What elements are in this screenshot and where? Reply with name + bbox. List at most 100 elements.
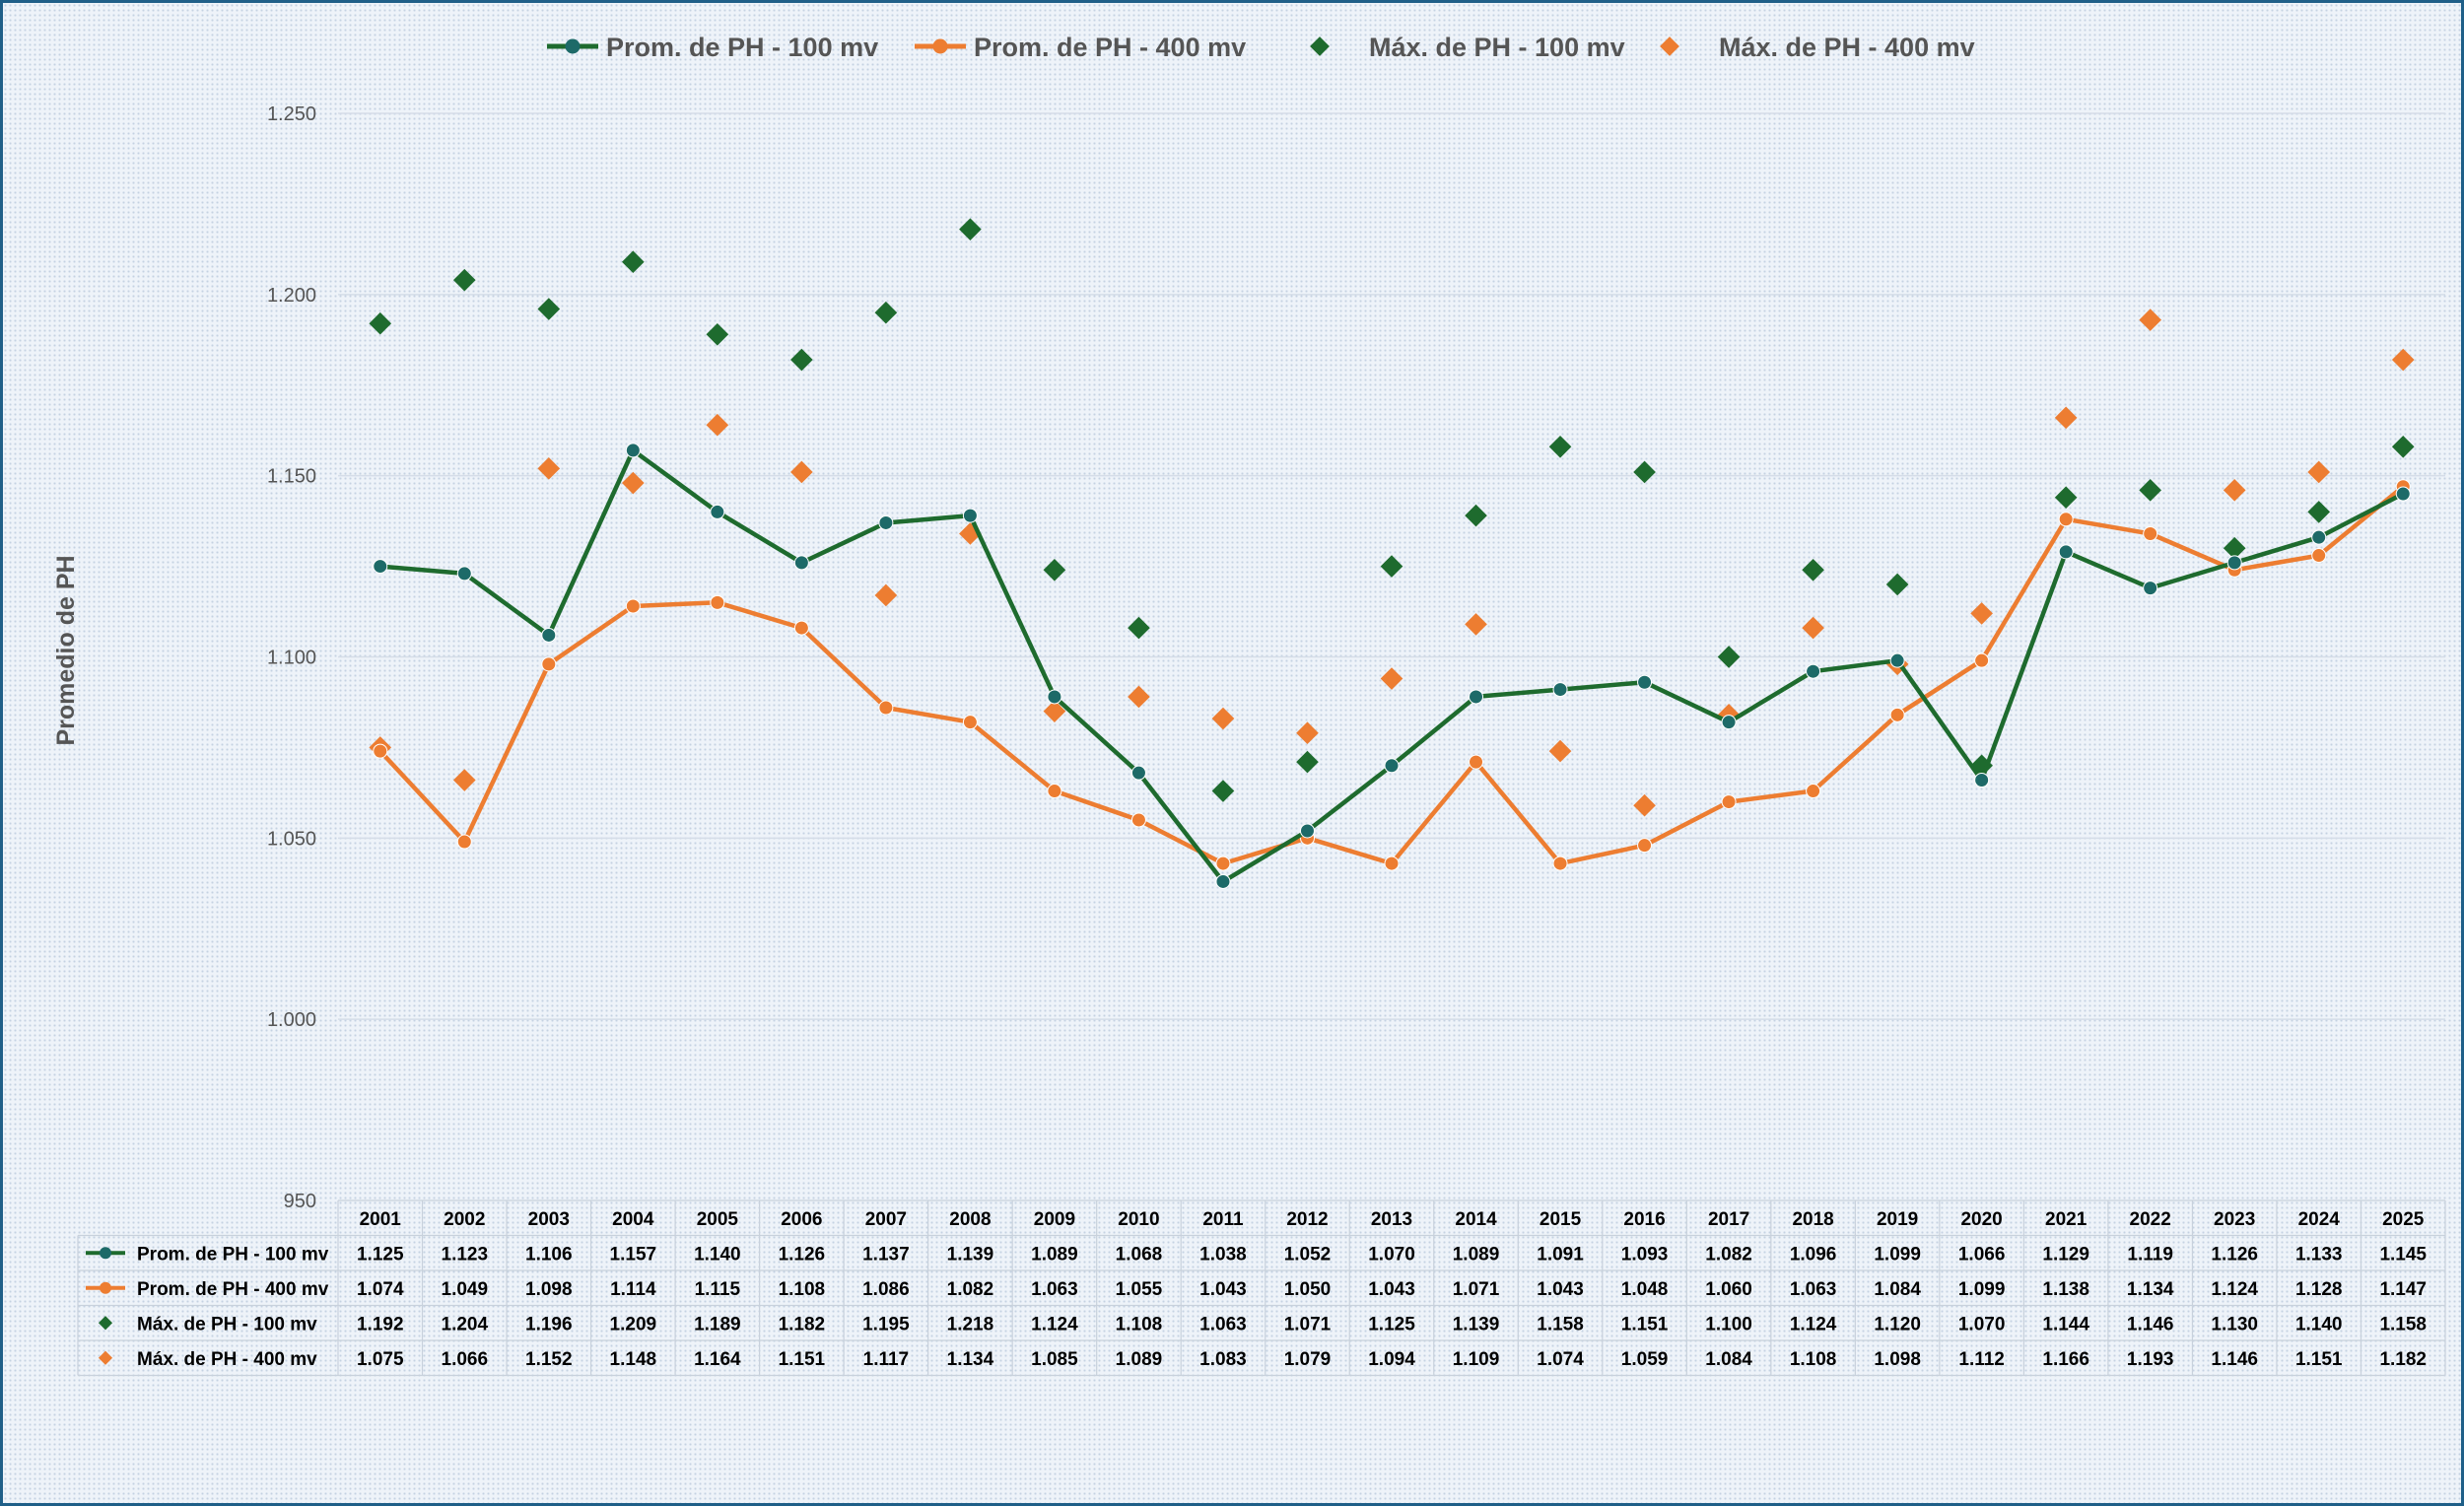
row-series-name: Prom. de PH - 100 mv [137,1244,329,1265]
table-cell: 1.146 [2127,1314,2174,1335]
y-tick-label: 1.000 [267,1009,316,1031]
category-label: 2004 [612,1209,654,1230]
data-point [1128,685,1150,709]
category-label: 2003 [528,1209,570,1230]
table-cell: 1.089 [1453,1244,1500,1265]
table-cell: 1.164 [694,1349,741,1370]
table-cell: 1.158 [1537,1314,1584,1335]
data-point [2054,486,2078,510]
data-point [1128,616,1150,640]
table-cell: 1.089 [1116,1349,1163,1370]
table-cell: 1.134 [2127,1279,2174,1300]
table-cell: 1.071 [1284,1314,1332,1335]
data-point [1889,652,1905,668]
y-axis-ticks: 1.250 1.200 1.150 1.100 1.050 1.000 950 [267,103,316,1212]
table-cell: 1.108 [1790,1349,1837,1370]
data-point [1043,558,1066,582]
data-point [1889,707,1905,722]
table-cell: 1.043 [1537,1279,1584,1300]
data-point [369,311,392,335]
table-cell: 1.074 [357,1279,404,1300]
data-point [625,443,641,458]
table-cell: 1.074 [1537,1349,1584,1370]
data-point [622,471,645,495]
data-point [1802,558,1824,582]
category-label: 2005 [697,1209,739,1230]
table-cell: 1.129 [2042,1244,2089,1265]
legend-marker [932,38,948,54]
chart-svg: 1.250 1.200 1.150 1.100 1.050 1.000 950 Promed… [52,33,2446,1377]
data-point [1637,674,1653,690]
data-point [2311,548,2327,564]
table-cell: 1.125 [1368,1314,1415,1335]
y-tick-label: 1.150 [267,466,316,488]
data-point [456,834,472,850]
legend-marker [565,38,581,54]
data-point [537,456,561,480]
data-point [1637,838,1653,854]
table-cell: 1.099 [1958,1279,2006,1300]
data-point [962,715,978,730]
table-cell: 1.075 [357,1349,404,1370]
table-cell: 1.093 [1621,1244,1669,1265]
data-point [452,769,476,791]
table-cell: 1.148 [610,1349,657,1370]
data-table: 2001 2002 2003 2004 2005 2006 2007 2008 2009 2010… [77,1199,2446,1377]
category-label: 2010 [1118,1209,1159,1230]
legend-label: Prom. de PH - 400 mv [974,33,1246,62]
y-axis-title: Promedio de PH [52,555,80,745]
category-label: 2020 [1960,1209,2002,1230]
data-point [710,504,725,519]
category-label: 2021 [2045,1209,2088,1230]
table-cell: 1.123 [442,1244,489,1265]
table-cell: 1.079 [1284,1349,1332,1370]
table-cell: 1.098 [525,1279,573,1300]
data-point [1465,613,1487,636]
table-cell: 1.066 [442,1349,489,1370]
category-label: 2024 [2298,1209,2341,1230]
data-point [706,322,729,346]
table-cell: 1.138 [2042,1279,2089,1300]
table-cell: 1.209 [610,1314,657,1335]
table-cell: 1.137 [862,1244,910,1265]
data-point [2058,512,2074,527]
table-cell: 1.196 [525,1314,573,1335]
category-label: 2013 [1371,1209,1412,1230]
table-cell: 1.084 [1874,1279,1921,1300]
category-label: 2001 [360,1209,402,1230]
table-cell: 1.043 [1368,1279,1415,1300]
table-cell: 1.195 [862,1314,910,1335]
data-point [706,413,729,437]
data-point [2054,406,2078,430]
y-tick-label: 1.050 [267,828,316,850]
table-cell: 1.151 [2295,1349,2343,1370]
data-point [2395,486,2411,502]
table-cell: 1.204 [442,1314,489,1335]
table-cell: 1.139 [1453,1314,1500,1335]
row-series-name: Máx. de PH - 400 mv [137,1349,317,1370]
table-cell: 1.166 [2042,1349,2089,1370]
table-cell: 1.086 [862,1279,910,1300]
row-marker [100,1281,111,1294]
category-label: 2025 [2382,1209,2425,1230]
table-cell: 1.082 [1705,1244,1752,1265]
y-tick-label: 1.250 [267,103,316,125]
table-cell: 1.145 [2379,1244,2427,1265]
row-marker [98,1350,113,1365]
data-point [1802,616,1824,640]
data-point [373,559,388,575]
table-cell: 1.071 [1453,1279,1500,1300]
gridlines [338,112,2445,1020]
table-cell: 1.089 [1031,1244,1078,1265]
table-cell: 1.059 [1621,1349,1669,1370]
category-label: 2022 [2130,1209,2171,1230]
table-cell: 1.112 [1958,1349,2005,1370]
table-cell: 1.218 [947,1314,994,1335]
table-cell: 1.070 [1958,1314,2006,1335]
table-cell: 1.109 [1453,1349,1500,1370]
table-cell: 1.119 [2127,1244,2173,1265]
table-cell: 1.094 [1368,1349,1415,1370]
data-point [1974,773,1990,788]
data-point [790,348,813,372]
data-point [878,514,894,530]
